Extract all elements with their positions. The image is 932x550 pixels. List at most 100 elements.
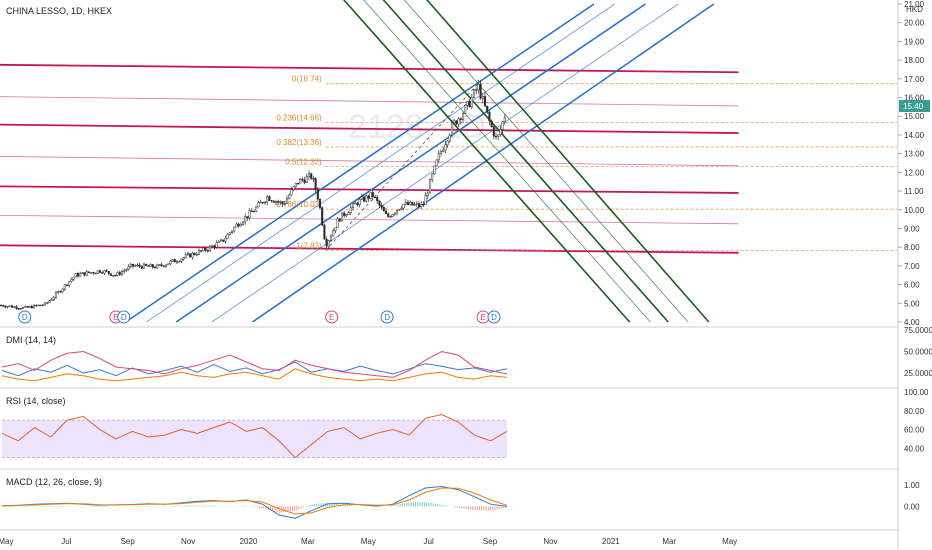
earnings-marker-label: E — [113, 313, 118, 322]
candle-body — [162, 265, 165, 267]
time-axis-label: Sep — [121, 537, 136, 546]
candle-body — [138, 264, 141, 267]
candle-body — [96, 270, 99, 274]
fib-level-label: 0(16.74) — [292, 75, 322, 84]
dividend-marker-label: D — [491, 313, 497, 322]
candle-body — [318, 199, 322, 208]
candle-body — [222, 239, 225, 242]
candle-body — [178, 261, 181, 263]
candle-body — [314, 178, 317, 191]
candle-body — [98, 270, 102, 273]
dmi-pane[interactable] — [1, 350, 508, 382]
currency-label: HKD — [906, 5, 923, 14]
time-axis-label: Mar — [301, 537, 315, 546]
last-price-badge — [899, 100, 930, 112]
time-axis[interactable]: May Jul Sep Nov 2020 Mar May Jul Sep Nov 2021 Mar Ma… — [0, 537, 737, 546]
candle-body — [283, 203, 286, 205]
candle-body — [442, 149, 445, 153]
dmi-title: DMI (14, 14) — [6, 335, 56, 345]
candle-body — [28, 305, 31, 308]
up-channel-line — [146, 3, 616, 323]
candle-body — [54, 292, 58, 298]
candle-body — [158, 264, 161, 266]
main-price-pane[interactable]: 0(16.74) 0.236(14.66) 0.382(13.36) 0.5(12.3… — [0, 0, 897, 324]
candle-body — [404, 201, 407, 205]
dividend-marker — [18, 310, 32, 324]
candle-body — [435, 159, 438, 167]
candle-body — [437, 153, 440, 161]
candle-body — [413, 204, 416, 206]
candle-body — [362, 196, 366, 202]
price-axis-label: 15.00 — [904, 112, 925, 121]
candle-body — [503, 117, 506, 123]
earnings-marker-label: E — [480, 313, 485, 322]
up-channel-line — [125, 3, 595, 323]
candle-body — [10, 305, 14, 308]
candle-body — [277, 201, 280, 203]
macd-pane[interactable] — [1, 485, 508, 519]
candle-body — [455, 120, 458, 125]
candle-body — [35, 304, 38, 307]
earnings-marker — [325, 310, 339, 324]
down-channel-line — [426, 0, 710, 323]
candle-body — [468, 101, 471, 108]
candle-body — [433, 165, 436, 175]
candle-body — [422, 203, 425, 206]
candle-body — [274, 201, 278, 203]
candle-body — [224, 238, 227, 242]
candle-body — [334, 227, 337, 231]
resistance-line — [0, 244, 739, 254]
candle-body — [109, 273, 113, 276]
rsi-pane[interactable] — [1, 413, 508, 459]
candle-body — [173, 259, 176, 263]
candle-body — [15, 306, 18, 309]
candle-body — [453, 120, 456, 124]
candle-body — [83, 272, 86, 276]
candle-body — [259, 201, 262, 204]
candle-body — [323, 224, 326, 240]
candle-body — [74, 273, 77, 278]
time-axis-label: Sep — [483, 537, 498, 546]
candle-body — [398, 209, 401, 211]
candle-body — [59, 291, 62, 293]
candle-body — [499, 129, 502, 136]
candle-body — [41, 304, 44, 307]
price-axis-label: 6.00 — [904, 281, 920, 290]
candle-body — [204, 247, 207, 251]
indicator-axis-label: 50.0000 — [904, 348, 932, 357]
candle-body — [52, 296, 55, 300]
candle-body — [160, 264, 163, 266]
candle-body — [92, 272, 95, 274]
candle-body — [105, 270, 108, 272]
candle-body — [395, 209, 399, 214]
candle-body — [263, 201, 267, 204]
candle-body — [228, 232, 231, 235]
candle-body — [195, 254, 198, 256]
candle-body — [483, 96, 487, 107]
candle-body — [48, 300, 51, 303]
candle-body — [21, 306, 25, 309]
price-axis[interactable]: 21.00 20.00 19.00 18.00 17.00 16.00 15.00 14.00… — [898, 0, 932, 511]
candle-body — [299, 178, 302, 184]
price-axis-label: 13.00 — [904, 150, 925, 159]
time-axis-label: 2021 — [602, 537, 620, 546]
price-axis-label: 21.00 — [904, 0, 925, 9]
candle-body — [39, 304, 42, 307]
dividend-marker — [117, 310, 131, 324]
candle-body — [292, 186, 295, 190]
candle-body — [279, 201, 282, 203]
price-axis-label: 10.00 — [904, 206, 925, 215]
resistance-line — [0, 156, 739, 167]
candle-body — [184, 254, 187, 258]
price-axis-label: 4.00 — [904, 318, 920, 327]
candle-body — [384, 210, 388, 215]
candle-body — [145, 263, 148, 266]
time-axis-label: Jul — [424, 537, 434, 546]
down-channel-line — [363, 0, 651, 323]
candle-body — [123, 270, 126, 272]
candle-body — [246, 216, 249, 219]
candle-body — [431, 173, 434, 180]
candle-body — [378, 200, 381, 206]
